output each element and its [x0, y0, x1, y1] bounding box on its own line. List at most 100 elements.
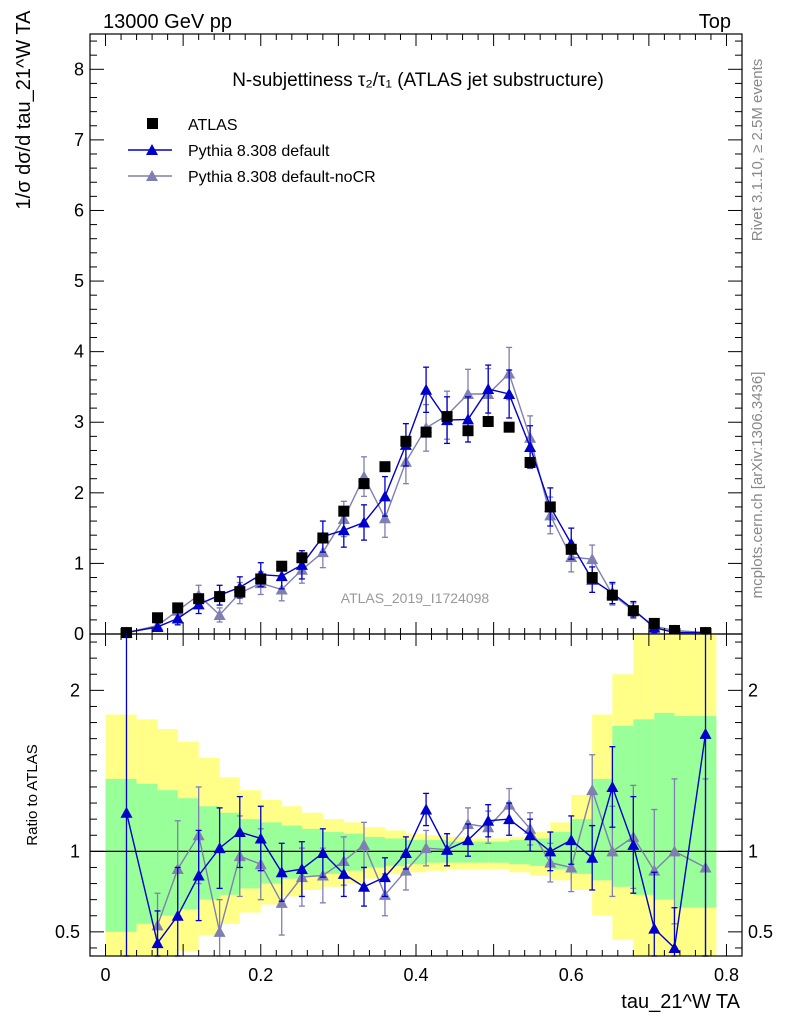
ratio-default-series-marker: [337, 867, 350, 879]
ratio-default-series-marker: [441, 843, 454, 855]
atlas-data-point: [700, 627, 712, 639]
legend-label-default: Pythia 8.308 default: [188, 143, 330, 160]
default-series-marker: [524, 440, 537, 452]
ratio-default-series-marker: [565, 834, 578, 846]
atlas-data-point: [338, 505, 350, 517]
ratio-plot-panel: 0 0.2 0.4 0.6 0.8 0.5 0.5 1 1 2 2: [55, 633, 773, 985]
ratio-band-green: [405, 840, 427, 865]
default-series-marker: [482, 383, 495, 395]
atlas-data-point: [255, 573, 267, 585]
atlas-data-point: [503, 421, 515, 433]
ratio-y-tick-label: 0.5: [55, 922, 80, 942]
ratio-y-tick-label: 2: [70, 680, 80, 700]
atlas-data-point: [317, 532, 329, 544]
ratio-nocr-series-marker: [420, 842, 433, 854]
default-series-marker: [462, 413, 475, 425]
ratio-nocr-series-marker: [565, 861, 578, 873]
x-tick-label: 0.8: [714, 965, 739, 985]
atlas-data-point: [152, 612, 164, 624]
rivet-version-label: Rivet 3.1.10, ≥ 2.5M events: [749, 59, 766, 242]
ratio-default-series-marker: [316, 846, 329, 858]
atlas-data-point: [586, 572, 598, 584]
ratio-default-series-marker: [171, 909, 184, 921]
ratio-default-series-marker: [668, 941, 681, 953]
ratio-band-green: [301, 828, 323, 876]
main-y-tick-label: 2: [74, 483, 84, 503]
legend-marker-default: [146, 144, 158, 155]
ratio-band-green: [468, 841, 489, 863]
default-series-marker: [420, 383, 433, 395]
ratio-band-green: [633, 719, 655, 895]
analysis-watermark: ATLAS_2019_I1724098: [341, 590, 490, 606]
ratio-default-series-marker: [120, 806, 133, 818]
x-tick-label: 0.2: [248, 965, 273, 985]
atlas-data-point: [627, 605, 639, 617]
atlas-data-point: [120, 627, 132, 639]
ratio-band-green: [509, 840, 531, 865]
ratio-nocr-series-marker: [275, 896, 288, 908]
ratio-band-green: [612, 725, 634, 887]
default-series-line: [126, 388, 706, 634]
atlas-data-point: [420, 426, 432, 438]
ratio-default-series-marker: [192, 869, 205, 881]
default-series-marker: [151, 620, 164, 632]
default-series-marker: [503, 388, 516, 399]
ratio-band-green: [571, 819, 593, 874]
ratio-band-green: [239, 819, 261, 889]
atlas-data-point: [606, 589, 618, 601]
x-tick-label: 0.6: [559, 965, 584, 985]
main-y-tick-label: 6: [74, 200, 84, 220]
ratio-band-green: [177, 798, 199, 910]
main-y-tick-label: 4: [74, 342, 84, 362]
ratio-default-series-marker: [233, 826, 246, 838]
ratio-y-tick-label-right: 0.5: [748, 922, 773, 942]
default-series-marker: [171, 612, 184, 624]
ratio-band-green: [654, 712, 675, 900]
legend-marker-nocr: [146, 170, 158, 181]
ratio-default-series-marker: [482, 814, 495, 826]
default-series-marker: [275, 570, 288, 582]
ratio-default-series-marker: [275, 866, 288, 878]
ratio-default-series-marker: [295, 863, 308, 875]
nocr-series-marker: [378, 512, 391, 524]
ratio-band-green: [198, 806, 220, 900]
ratio-band-green: [136, 783, 158, 924]
ratio-band-green: [550, 832, 572, 870]
atlas-data-point: [648, 617, 660, 629]
ratio-default-series-marker: [586, 851, 599, 863]
main-y-tick-label: 1: [74, 553, 84, 573]
atlas-data-point: [565, 543, 577, 555]
atlas-data-point: [358, 478, 370, 490]
nocr-series-marker: [586, 553, 599, 565]
ratio-default-series-marker: [524, 829, 537, 841]
ratio-default-series-marker: [648, 922, 661, 934]
main-y-tick-label: 8: [74, 59, 84, 79]
ratio-default-series-marker: [357, 880, 370, 892]
atlas-data-point: [296, 552, 308, 564]
legend: ATLAS Pythia 8.308 default Pythia 8.308 …: [128, 117, 376, 186]
mcplots-credit-label: mcplots.cern.ch [arXiv:1306.3436]: [749, 372, 766, 599]
ratio-default-series-marker: [420, 803, 433, 815]
ratio-band-green: [363, 836, 385, 868]
default-series-marker: [295, 558, 308, 570]
atlas-data-point: [482, 416, 494, 428]
main-y-tick-label: 5: [74, 271, 84, 291]
ratio-band-green: [322, 832, 344, 874]
ratio-band-green: [488, 841, 510, 863]
x-tick-label: 0: [101, 965, 111, 985]
atlas-data-point: [172, 602, 184, 614]
legend-marker-atlas: [147, 118, 158, 129]
atlas-data-point: [462, 425, 474, 437]
legend-label-nocr: Pythia 8.308 default-noCR: [188, 169, 376, 186]
ratio-band-green: [219, 812, 240, 895]
x-tick-label: 0.4: [403, 965, 428, 985]
ratio-band-green: [384, 838, 406, 866]
ratio-default-series-marker: [544, 845, 557, 857]
ratio-band-green: [530, 838, 551, 866]
ratio-nocr-series-marker: [399, 864, 412, 876]
ratio-default-series-marker: [627, 838, 640, 850]
ratio-nocr-series-marker: [668, 845, 681, 857]
ratio-y-tick-label: 1: [70, 841, 80, 861]
atlas-data-point: [668, 624, 680, 636]
